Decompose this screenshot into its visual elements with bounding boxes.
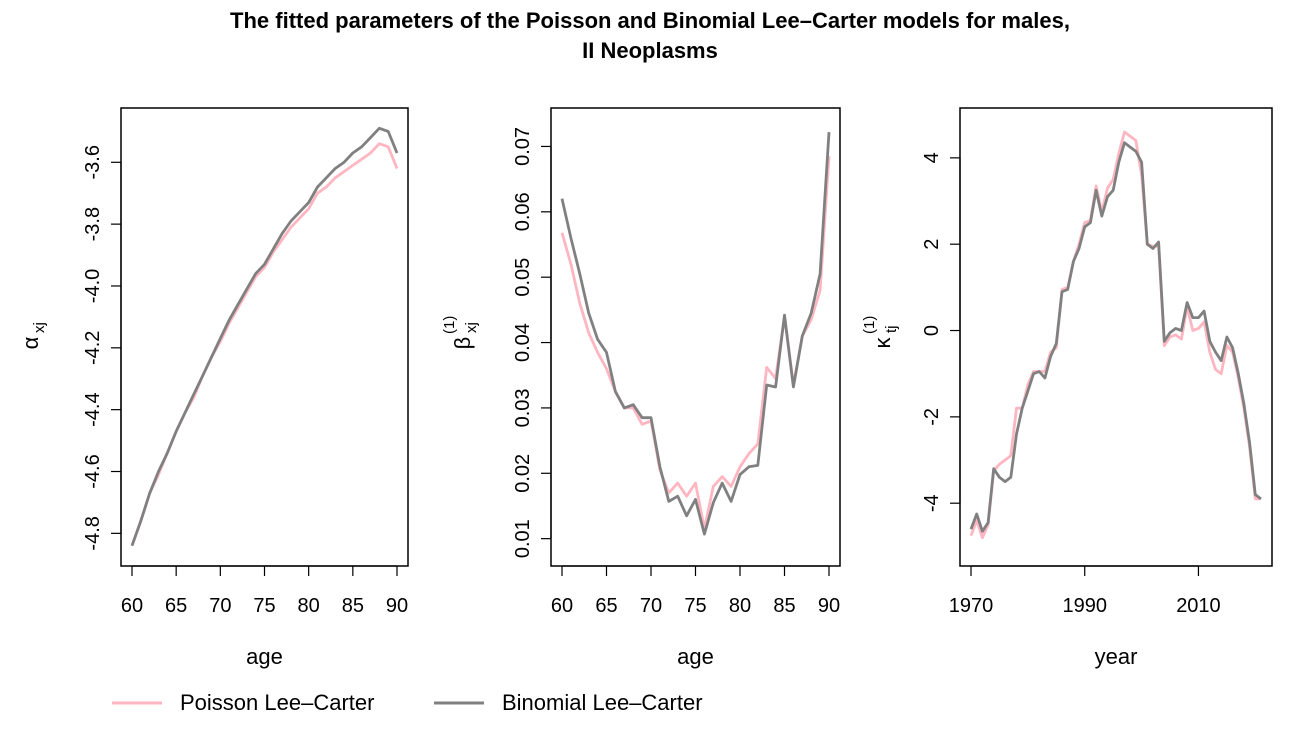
- y-tick-label: 0: [921, 325, 943, 336]
- y-tick-label: -4.2: [82, 331, 104, 365]
- x-tick-label: 60: [121, 595, 143, 617]
- x-tick-label: 80: [298, 595, 320, 617]
- y-axis-label: β xj (1): [441, 316, 480, 350]
- y-tick-label: -4.4: [82, 392, 104, 426]
- y-tick-label: -4: [921, 494, 943, 512]
- y-label-subscript: xj: [31, 322, 48, 333]
- y-tick-label: -2: [921, 408, 943, 426]
- title-line-1: The fitted parameters of the Poisson and…: [230, 8, 1070, 33]
- x-tick-label: 75: [253, 595, 275, 617]
- y-label-subscript: xj: [463, 322, 480, 333]
- series-binomial-line: [560, 132, 831, 536]
- y-tick-label: -3.8: [82, 207, 104, 241]
- x-tick-label: 70: [209, 595, 231, 617]
- x-tick-label: 1990: [1062, 595, 1107, 617]
- x-tick-label: 2010: [1176, 595, 1221, 617]
- x-tick-label: 80: [729, 595, 751, 617]
- x-tick-label: 85: [342, 595, 364, 617]
- x-tick-label: 65: [595, 595, 617, 617]
- y-label-symbol: κ: [870, 337, 895, 349]
- y-tick-label: 0.03: [512, 388, 534, 427]
- y-label-symbol: β: [450, 337, 475, 350]
- y-tick-label: 0.04: [512, 323, 534, 362]
- y-tick-label: 4: [921, 152, 943, 163]
- y-tick-label: 0.02: [512, 454, 534, 493]
- y-label-subscript: tj: [883, 326, 900, 334]
- x-tick-label: 90: [818, 595, 840, 617]
- y-tick-label: 0.07: [512, 127, 534, 166]
- x-axis-label: year: [1095, 644, 1138, 669]
- y-tick-label: -4.0: [82, 269, 104, 303]
- x-tick-label: 1970: [949, 595, 994, 617]
- y-tick-label: -3.6: [82, 145, 104, 179]
- panel-3: 1970 1990 2010 year -4 -2 0 2 4 κ tj (1): [861, 107, 1273, 669]
- legend-binomial-label: Binomial Lee–Carter: [502, 690, 703, 715]
- y-tick-label: -4.6: [82, 454, 104, 488]
- y-label-symbol: α: [18, 336, 43, 349]
- y-axis-label: α xj: [18, 322, 48, 349]
- title-line-2: II Neoplasms: [582, 38, 718, 63]
- y-tick-label: 0.01: [512, 519, 534, 558]
- y-axis-label: κ tj (1): [861, 316, 900, 349]
- panels: 60 65 70 75 80 85 90 age -4.8 -4.6 -4.4 -4.2 -4.0 -3.…: [18, 107, 1273, 669]
- legend-poisson-label: Poisson Lee–Carter: [180, 690, 374, 715]
- y-tick-label: 0.05: [512, 258, 534, 297]
- x-tick-label: 75: [684, 595, 706, 617]
- y-tick-label: -4.8: [82, 516, 104, 550]
- x-axis-label: age: [677, 644, 714, 669]
- series-poisson-line: [969, 130, 1261, 540]
- plot-frame: [120, 107, 409, 567]
- series-binomial-line: [969, 141, 1262, 533]
- x-tick-label: 60: [551, 595, 573, 617]
- y-label-superscript: (1): [861, 316, 878, 334]
- x-tick-label: 85: [773, 595, 795, 617]
- x-tick-label: 70: [640, 595, 662, 617]
- panel-2: 60 65 70 75 80 85 90 age 0.01 0.02 0.03 0.04 0.05 0.0…: [441, 107, 841, 669]
- legend: Poisson Lee–Carter Binomial Lee–Carter: [112, 690, 703, 715]
- y-label-superscript: (1): [441, 316, 458, 334]
- x-tick-label: 65: [165, 595, 187, 617]
- y-tick-label: 2: [921, 239, 943, 250]
- plot-frame: [550, 107, 841, 567]
- y-tick-label: 0.06: [512, 192, 534, 231]
- x-axis-label: age: [246, 644, 283, 669]
- series-poisson-line: [130, 142, 399, 547]
- x-tick-label: 90: [386, 595, 408, 617]
- series-binomial-line: [130, 126, 399, 547]
- panel-1: 60 65 70 75 80 85 90 age -4.8 -4.6 -4.4 -4.2 -4.0 -3.…: [18, 107, 409, 669]
- chart-title: The fitted parameters of the Poisson and…: [0, 6, 1300, 66]
